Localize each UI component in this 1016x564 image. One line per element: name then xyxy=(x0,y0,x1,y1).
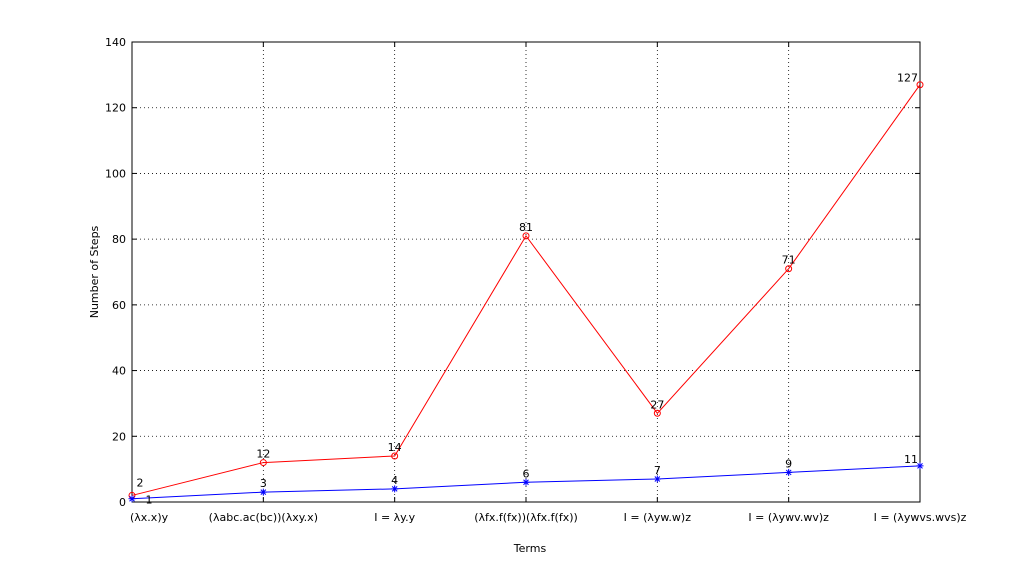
star-stroke xyxy=(654,476,661,482)
data-label: 2 xyxy=(137,476,144,489)
y-tick-label: 60 xyxy=(112,299,126,312)
data-label: 71 xyxy=(782,254,796,267)
plot-area xyxy=(132,42,920,502)
x-tick-label: I = λy.y xyxy=(374,511,415,524)
data-label: 11 xyxy=(904,453,918,466)
data-point xyxy=(259,459,267,467)
data-point xyxy=(653,475,661,483)
y-tick-label: 40 xyxy=(112,365,126,378)
x-tick-label: I = (λywv.wv)z xyxy=(748,511,829,524)
data-label: 4 xyxy=(391,474,398,487)
series-0: 2 12 14 81 27 71 127 xyxy=(128,72,924,499)
y-axis: 0 20 40 60 80 100 120 140 xyxy=(105,36,920,509)
data-point xyxy=(522,232,530,240)
data-label: 9 xyxy=(785,457,792,470)
series-1: 1 3 4 6 7 9 11 xyxy=(128,453,924,507)
data-point xyxy=(259,488,267,496)
data-point xyxy=(128,495,136,503)
data-label: 127 xyxy=(897,72,918,85)
y-tick-label: 120 xyxy=(105,102,126,115)
x-tick-label: (λx.x)y xyxy=(130,511,169,524)
y-axis-title: Number of Steps xyxy=(88,225,101,318)
y-tick-label: 0 xyxy=(119,496,126,509)
x-axis: (λx.x)y (λabc.ac(bc))(λxy.x) I = λy.y (λfx.… xyxy=(130,42,967,524)
data-point xyxy=(916,81,924,89)
x-tick-label: I = (λyw.w)z xyxy=(624,511,692,524)
data-label: 6 xyxy=(523,467,530,480)
star-stroke xyxy=(391,486,398,492)
star-stroke xyxy=(523,479,529,486)
star-stroke xyxy=(129,495,135,502)
data-point xyxy=(916,462,924,470)
data-point xyxy=(785,468,793,476)
y-tick-label: 20 xyxy=(112,430,126,443)
data-point xyxy=(391,452,399,460)
y-tick-label: 100 xyxy=(105,167,126,180)
data-label: 12 xyxy=(256,448,270,461)
star-stroke xyxy=(260,489,267,495)
data-label: 1 xyxy=(146,494,153,507)
star-stroke xyxy=(917,463,923,469)
y-tick-label: 140 xyxy=(105,36,126,49)
series-line xyxy=(131,84,921,496)
data-label: 7 xyxy=(654,464,661,477)
grid xyxy=(132,42,920,502)
data-label: 27 xyxy=(650,398,664,411)
data-label: 3 xyxy=(260,477,267,490)
x-tick-label: (λabc.ac(bc))(λxy.x) xyxy=(209,511,318,524)
data-point xyxy=(391,485,399,493)
series: 2 12 14 81 27 71 127 1 3 4 6 7 9 11 xyxy=(128,72,924,507)
data-point xyxy=(785,265,793,273)
star-stroke xyxy=(785,469,792,476)
x-tick-label: I = (λywvs.wvs)z xyxy=(874,511,967,524)
data-point xyxy=(522,478,530,486)
data-point xyxy=(653,409,661,417)
x-axis-title: Terms xyxy=(513,542,547,555)
data-label: 81 xyxy=(519,221,533,234)
x-tick-label: (λfx.f(fx))(λfx.f(fx)) xyxy=(474,511,578,524)
data-label: 14 xyxy=(388,441,402,454)
y-tick-label: 80 xyxy=(112,233,126,246)
